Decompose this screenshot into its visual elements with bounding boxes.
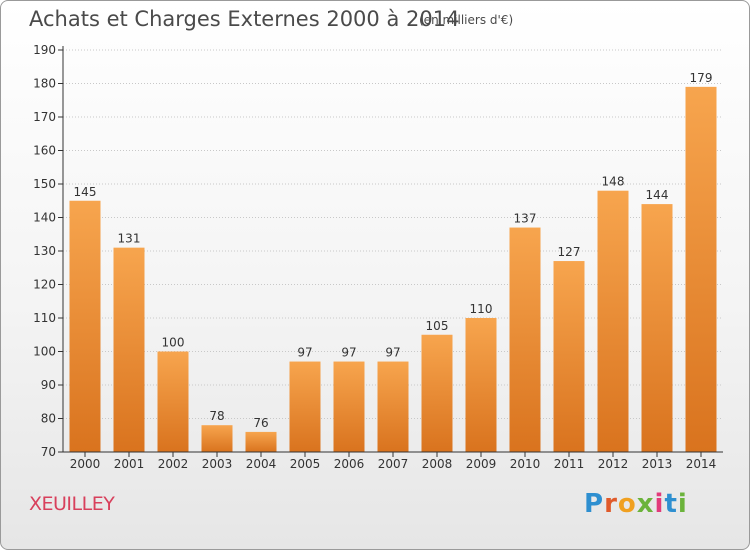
x-tick-label: 2010 [510,457,541,471]
data-label: 97 [385,346,400,360]
data-label: 100 [162,336,185,350]
x-tick-label: 2005 [290,457,321,471]
y-tick-label: 110 [33,311,56,325]
chart-subtitle: (en milliers d'€) [419,13,514,27]
data-label: 144 [646,188,669,202]
data-label: 179 [690,71,713,85]
x-tick-label: 2002 [158,457,189,471]
bar [377,361,409,452]
x-tick-label: 2006 [334,457,365,471]
bar [641,204,673,452]
bar [509,227,541,452]
x-tick-label: 2001 [114,457,145,471]
bar [421,334,453,452]
logo-letter: t [664,489,678,519]
y-tick-label: 100 [33,345,56,359]
logo-letter: P [584,489,605,519]
x-tick-label: 2011 [554,457,585,471]
y-tick-label: 150 [33,177,56,191]
proxiti-logo: Proxiti [584,489,688,519]
logo-letter: r [604,489,618,519]
x-tick-label: 2008 [422,457,453,471]
x-tick-label: 2012 [598,457,629,471]
y-tick-label: 160 [33,144,56,158]
y-tick-label: 90 [41,378,56,392]
logo-letter: o [617,489,637,519]
data-label: 131 [118,232,141,246]
axes: 70 80 90 100 110 120 130 140 150 160 170 180 190 2000… [33,43,723,471]
bar [113,247,145,452]
bar [553,261,585,452]
chart-title: Achats et Charges Externes 2000 à 2014 [29,7,460,31]
data-label: 145 [74,185,97,199]
x-tick-label: 2007 [378,457,409,471]
x-tick-label: 2013 [642,457,673,471]
bar [465,318,497,452]
x-tick-label: 2014 [686,457,717,471]
bar [245,431,277,452]
bars: 145 131 100 78 76 97 97 97 105 110 137 127 148 144 179 [69,71,717,452]
x-tick-label: 2003 [202,457,233,471]
logo-letter: i [677,489,688,519]
data-label: 148 [602,175,625,189]
bar [69,200,101,452]
y-tick-label: 120 [33,278,56,292]
logo-letter: x [636,489,655,519]
x-tick-label: 2000 [70,457,101,471]
bar [685,86,717,452]
y-tick-label: 140 [33,211,56,225]
bar [333,361,365,452]
y-tick-label: 130 [33,244,56,258]
data-label: 78 [209,409,224,423]
data-label: 76 [253,416,268,430]
y-tick-label: 190 [33,43,56,57]
data-label: 110 [470,302,493,316]
bar [201,425,233,452]
y-tick-label: 180 [33,77,56,91]
y-tick-label: 80 [41,412,56,426]
bar [289,361,321,452]
bar [157,351,189,452]
x-tick-label: 2004 [246,457,277,471]
data-label: 105 [426,319,449,333]
logo-letter: i [654,489,665,519]
y-tick-label: 70 [41,445,56,459]
x-tick-label: 2009 [466,457,497,471]
data-label: 137 [514,212,537,226]
data-label: 97 [341,346,356,360]
place-name: XEUILLEY [29,493,115,515]
data-label: 127 [558,245,581,259]
y-tick-label: 170 [33,110,56,124]
bar [597,190,629,452]
data-label: 97 [297,346,312,360]
